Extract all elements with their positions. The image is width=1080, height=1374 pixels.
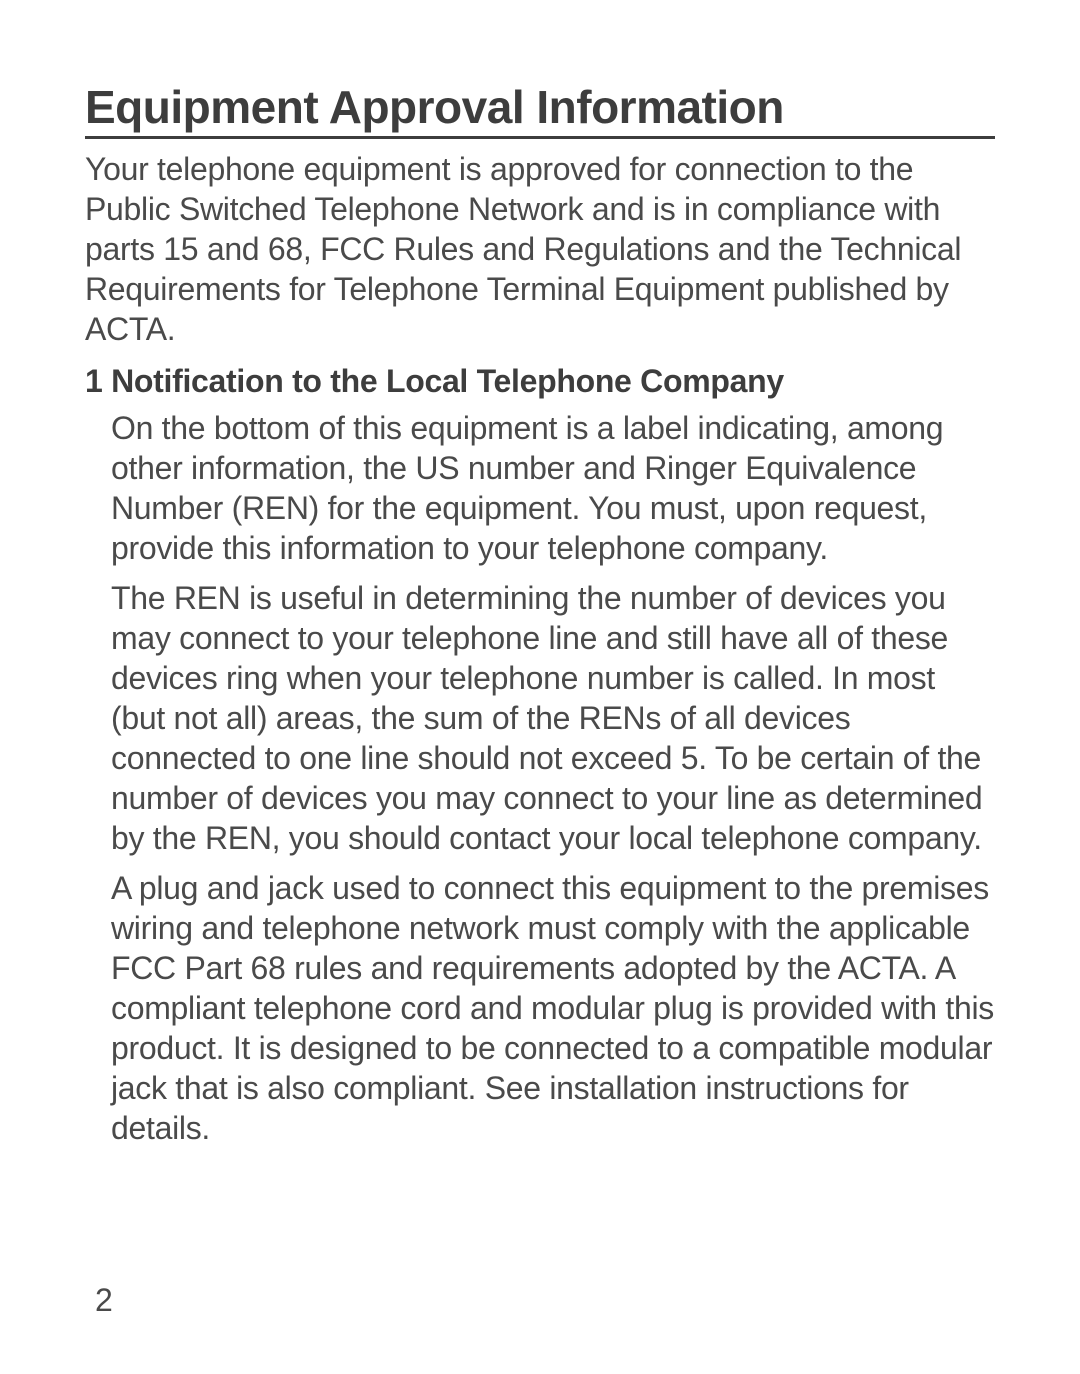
intro-paragraph: Your telephone equipment is approved for… [85,149,995,349]
page-number: 2 [95,1282,113,1319]
body-paragraph-3: A plug and jack used to connect this equ… [85,868,995,1148]
page-title: Equipment Approval Information [85,80,995,139]
body-paragraph-2: The REN is useful in determining the num… [85,578,995,858]
section-heading: 1 Notification to the Local Telephone Co… [85,363,995,400]
body-paragraph-1: On the bottom of this equipment is a lab… [85,408,995,568]
